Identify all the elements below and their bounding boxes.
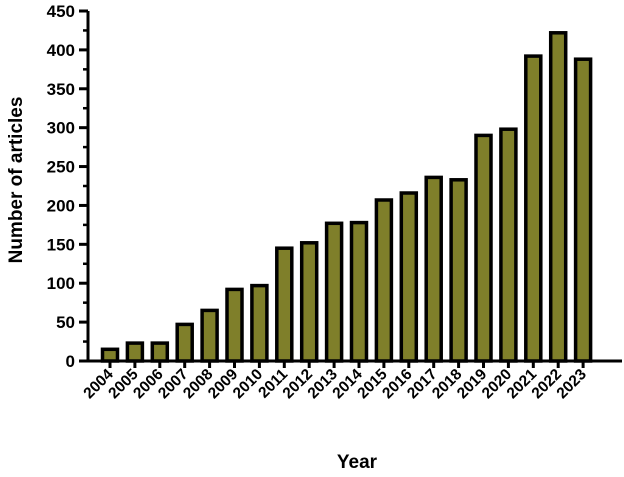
y-tick-label: 150: [47, 235, 75, 254]
bar-2005: [125, 341, 145, 363]
bars-group: [100, 31, 593, 363]
bar-2022: [548, 31, 568, 363]
x-axis-title: Year: [337, 452, 378, 472]
bar-2014: [349, 220, 369, 363]
y-tick-label: 450: [47, 2, 75, 21]
bar-2011: [275, 246, 294, 363]
y-tick-label: 50: [56, 313, 75, 332]
bar-2010: [250, 283, 269, 363]
y-tick-label: 100: [47, 274, 75, 293]
bar-2008: [200, 308, 219, 363]
bar-2015: [374, 198, 394, 363]
y-tick-label: 350: [47, 80, 75, 99]
y-tick-label: 0: [66, 352, 75, 371]
bar-2009: [225, 287, 244, 363]
y-tick-label: 200: [47, 196, 75, 215]
bar-2023: [573, 57, 593, 363]
bar-2017: [424, 175, 443, 363]
bar-2013: [324, 221, 344, 363]
y-axis-title: Number of articles: [6, 97, 27, 264]
bar-2004: [100, 347, 120, 363]
y-tick-label: 300: [47, 119, 75, 138]
x-tick-label: 2023: [554, 366, 591, 403]
bar-2007: [175, 322, 194, 363]
y-tick-label: 400: [47, 41, 75, 60]
y-axis: 0 50 100 150 200 250 300 350 400 450: [47, 2, 90, 371]
bar-2019: [474, 133, 493, 363]
bar-2020: [499, 127, 518, 363]
x-axis: 2004200520062007200820092010201120122013…: [80, 359, 622, 403]
bar-2006: [150, 341, 170, 363]
bar-2018: [449, 178, 468, 363]
bar-2021: [524, 54, 543, 363]
bar-2012: [299, 241, 319, 363]
y-tick-label: 250: [47, 158, 75, 177]
bar-2016: [399, 191, 419, 363]
